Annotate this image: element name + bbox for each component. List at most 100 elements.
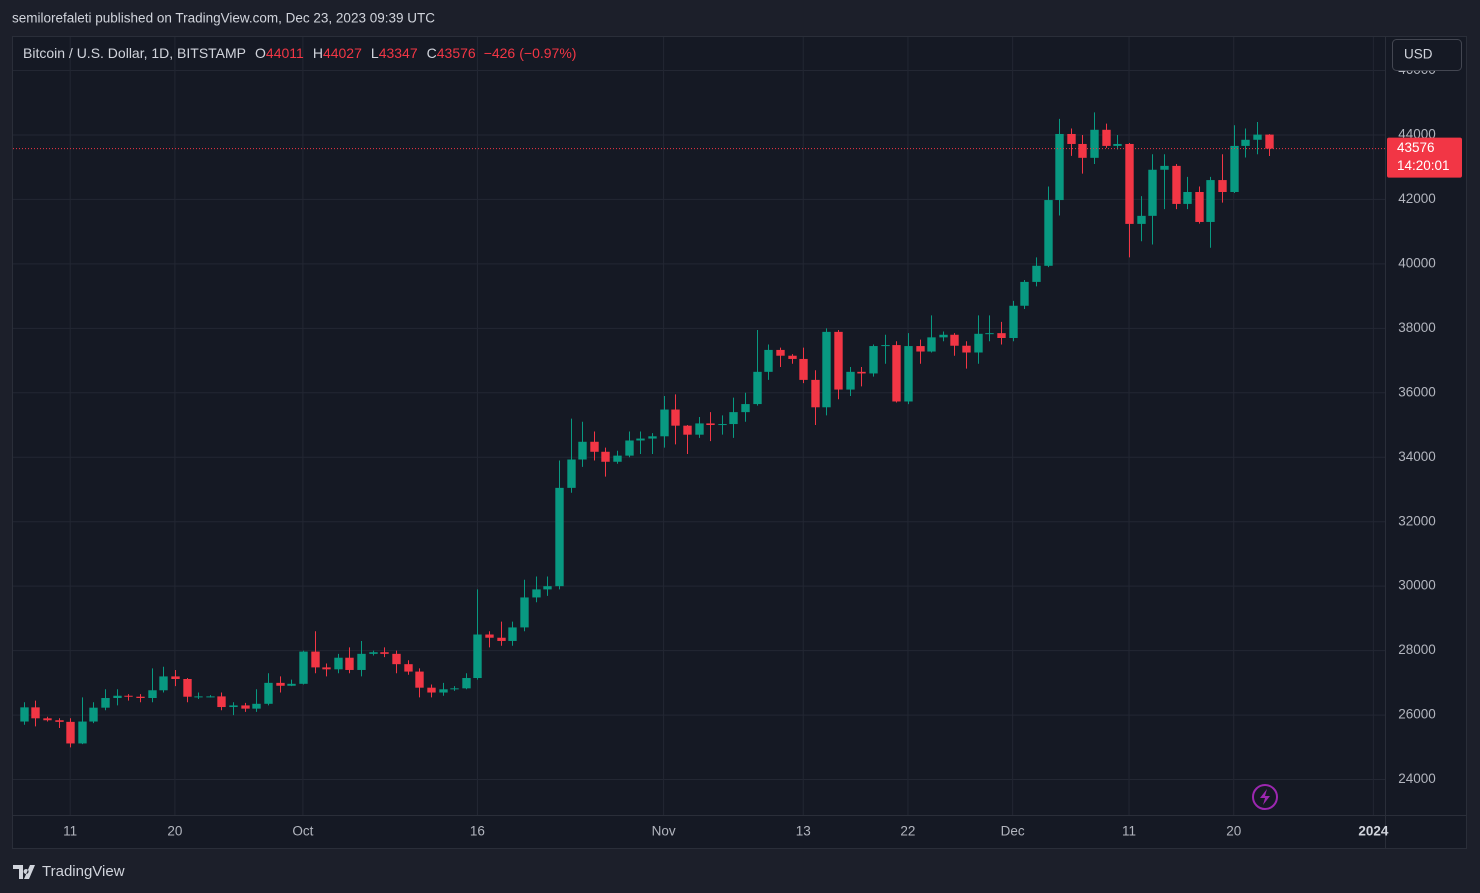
candle-body: [1265, 134, 1274, 149]
candle-body: [55, 720, 64, 722]
candle-body: [485, 634, 494, 638]
candle-body: [939, 334, 948, 338]
candle-body: [206, 696, 215, 698]
x-tick-label: 11: [63, 824, 77, 839]
y-tick-label: 40000: [1398, 255, 1436, 270]
candle-body: [822, 331, 831, 408]
candle-body: [462, 678, 471, 689]
y-tick-label: 30000: [1398, 578, 1436, 593]
candle-body: [380, 652, 389, 654]
candle-body: [974, 333, 983, 353]
y-tick-label: 42000: [1398, 191, 1436, 206]
candle-body: [1195, 191, 1204, 222]
candle-body: [1102, 129, 1111, 146]
countdown-label: 14:20:01: [1397, 158, 1450, 173]
candle-body: [1241, 139, 1250, 146]
legend-header: Bitcoin / U.S. Dollar, 1D, BITSTAMP O4401…: [23, 45, 576, 61]
candle-body: [415, 671, 424, 688]
candle-body: [601, 451, 610, 462]
candle-body: [1055, 133, 1064, 201]
candle-body: [950, 334, 959, 346]
candle-body: [520, 597, 529, 628]
y-tick-label: 26000: [1398, 707, 1436, 722]
candle-body: [241, 705, 250, 709]
x-tick-label: 20: [167, 824, 182, 839]
candle-body: [264, 682, 273, 704]
x-tick-label: 11: [1122, 824, 1136, 839]
candle-body: [1113, 143, 1122, 146]
candle-body: [1230, 145, 1239, 192]
candle-body: [695, 423, 704, 435]
x-tick-label: 13: [796, 824, 811, 839]
ohlc-value: 44027: [323, 45, 362, 61]
candle-body: [1009, 305, 1018, 338]
candle-body: [578, 441, 587, 460]
candle-body: [1067, 133, 1076, 144]
candle-body: [113, 695, 122, 699]
candle-body: [357, 653, 366, 670]
candle-body: [159, 676, 168, 691]
candle-body: [834, 331, 843, 390]
candle-body: [857, 371, 866, 374]
icon-bolt: [1260, 789, 1270, 805]
candle-body: [788, 355, 797, 359]
candle-body: [1032, 265, 1041, 282]
ohlc-key: C: [427, 45, 437, 61]
candle-body: [718, 424, 727, 426]
candle-body: [136, 696, 145, 699]
x-tick-label: 20: [1226, 824, 1241, 839]
candle-body: [31, 707, 40, 719]
x-tick-label: Nov: [652, 824, 676, 839]
logo-mark: [13, 865, 35, 879]
candle-body: [1137, 215, 1146, 224]
candle-body: [508, 627, 517, 641]
candle-body: [78, 721, 87, 744]
candle-body: [473, 634, 482, 679]
candle-body: [741, 404, 750, 413]
candle-body: [671, 409, 680, 426]
ohlc-key: L: [371, 45, 379, 61]
candle-body: [299, 651, 308, 684]
candle-body: [427, 687, 436, 693]
candle-body: [927, 337, 936, 352]
candle-body: [764, 349, 773, 372]
candle-body: [555, 487, 564, 587]
ohlc-value: 43576: [437, 45, 476, 61]
ohlc-key: O: [255, 45, 266, 61]
candle-body: [660, 409, 669, 437]
candle-body: [613, 455, 622, 462]
candle-body: [1044, 200, 1053, 266]
candle-body: [89, 707, 98, 722]
ohlc-value: 43347: [379, 45, 418, 61]
grid: [13, 37, 1385, 815]
last-price-label: 43576: [1397, 140, 1435, 155]
brand-logo: [13, 865, 35, 879]
candle-body: [183, 678, 192, 697]
y-tick-label: 36000: [1398, 384, 1436, 399]
y-tick-label: 32000: [1398, 513, 1436, 528]
candle-body: [229, 705, 238, 708]
candle-body: [287, 683, 296, 686]
lightning-icon[interactable]: [1252, 784, 1278, 810]
publisher-line: semilorefaleti published on TradingView.…: [12, 11, 435, 26]
x-tick-label: Oct: [292, 824, 313, 839]
candle-body: [171, 676, 180, 679]
candle-body: [194, 696, 203, 698]
candle-body: [916, 346, 925, 352]
currency-button[interactable]: [1392, 39, 1462, 71]
change-percent: (−0.97%): [519, 45, 576, 61]
chart-pane: [12, 36, 1467, 849]
candle-body: [1148, 169, 1157, 216]
candle-body: [497, 637, 506, 641]
y-tick-label: 38000: [1398, 320, 1436, 335]
candle-body: [532, 589, 541, 598]
candle-body: [706, 423, 715, 426]
y-tick-label: 24000: [1398, 771, 1436, 786]
brand-name: TradingView: [42, 863, 125, 880]
candle-body: [1206, 180, 1215, 222]
candle-body: [904, 346, 913, 402]
candle-body: [252, 703, 261, 709]
candle-body: [1160, 165, 1169, 170]
candle-body: [124, 695, 133, 697]
